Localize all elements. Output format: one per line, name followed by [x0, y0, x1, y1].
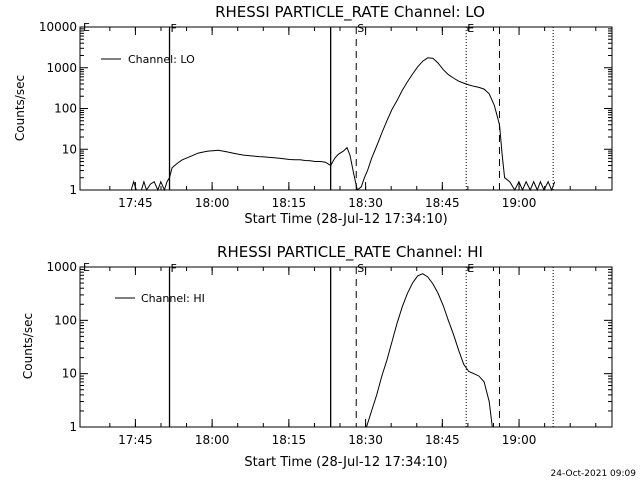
event-marker-label: S [357, 262, 364, 275]
x-tick-label: 19:00 [502, 433, 537, 447]
footer-timestamp: 24-Oct-2021 09:09 [551, 469, 637, 479]
y-tick-label: 1000 [46, 61, 77, 75]
x-axis-label: Start Time (28-Jul-12 17:34:10) [244, 455, 447, 470]
event-marker-label: F [171, 262, 177, 275]
chart-panel-lo: RHESSI PARTICLE_RATE Channel: LO Start T… [13, 3, 613, 227]
x-tick-label: 19:00 [502, 196, 537, 210]
x-tick-label: 18:15 [272, 196, 307, 210]
plot-frame [79, 26, 613, 191]
series-line [130, 57, 556, 192]
y-tick-label: 10 [62, 142, 77, 156]
chart-panel-hi: RHESSI PARTICLE_RATE Channel: HI Start T… [21, 243, 613, 470]
x-axis-label: Start Time (28-Jul-12 17:34:10) [244, 212, 447, 227]
x-tick-label: 18:00 [195, 196, 230, 210]
y-tick-label: 10 [62, 367, 77, 381]
series-line [366, 273, 493, 428]
x-tick-label: 18:45 [425, 196, 460, 210]
x-tick-label: 18:30 [348, 196, 383, 210]
x-tick-label: 17:45 [118, 433, 153, 447]
plot-area: 1 10 100 1000 17:45 18:00 18:15 18:30 18:45 19:00… [46, 260, 613, 447]
event-marker-label: F [171, 22, 177, 35]
y-axis-label: Counts/sec [21, 313, 35, 379]
y-tick-label: 100 [54, 102, 77, 116]
y-tick-label: 10000 [39, 20, 77, 34]
chart-title: RHESSI PARTICLE_RATE Channel: HI [217, 243, 483, 262]
y-tick-label: 1 [69, 420, 77, 434]
x-tick-label: 18:15 [272, 433, 307, 447]
legend-entry: Channel: HI [141, 292, 205, 305]
plot-frame [79, 266, 613, 428]
y-tick-label: 1000 [46, 260, 77, 274]
x-tick-label: 18:45 [425, 433, 460, 447]
y-axis-label: Counts/sec [13, 75, 27, 141]
event-marker-label: E [467, 22, 474, 35]
x-tick-label: 17:45 [118, 196, 153, 210]
event-marker-label: E [467, 262, 474, 275]
x-tick-label: 18:30 [348, 433, 383, 447]
legend-entry: Channel: LO [128, 53, 195, 66]
plot-area: 1 10 100 1000 10000 17:45 18:00 18:15 18:30 18:45… [39, 20, 613, 210]
event-marker-label: S [357, 22, 364, 35]
y-tick-label: 1 [69, 183, 77, 197]
chart-title: RHESSI PARTICLE_RATE Channel: LO [215, 3, 485, 22]
x-tick-label: 18:00 [195, 433, 230, 447]
y-tick-label: 100 [54, 313, 77, 327]
